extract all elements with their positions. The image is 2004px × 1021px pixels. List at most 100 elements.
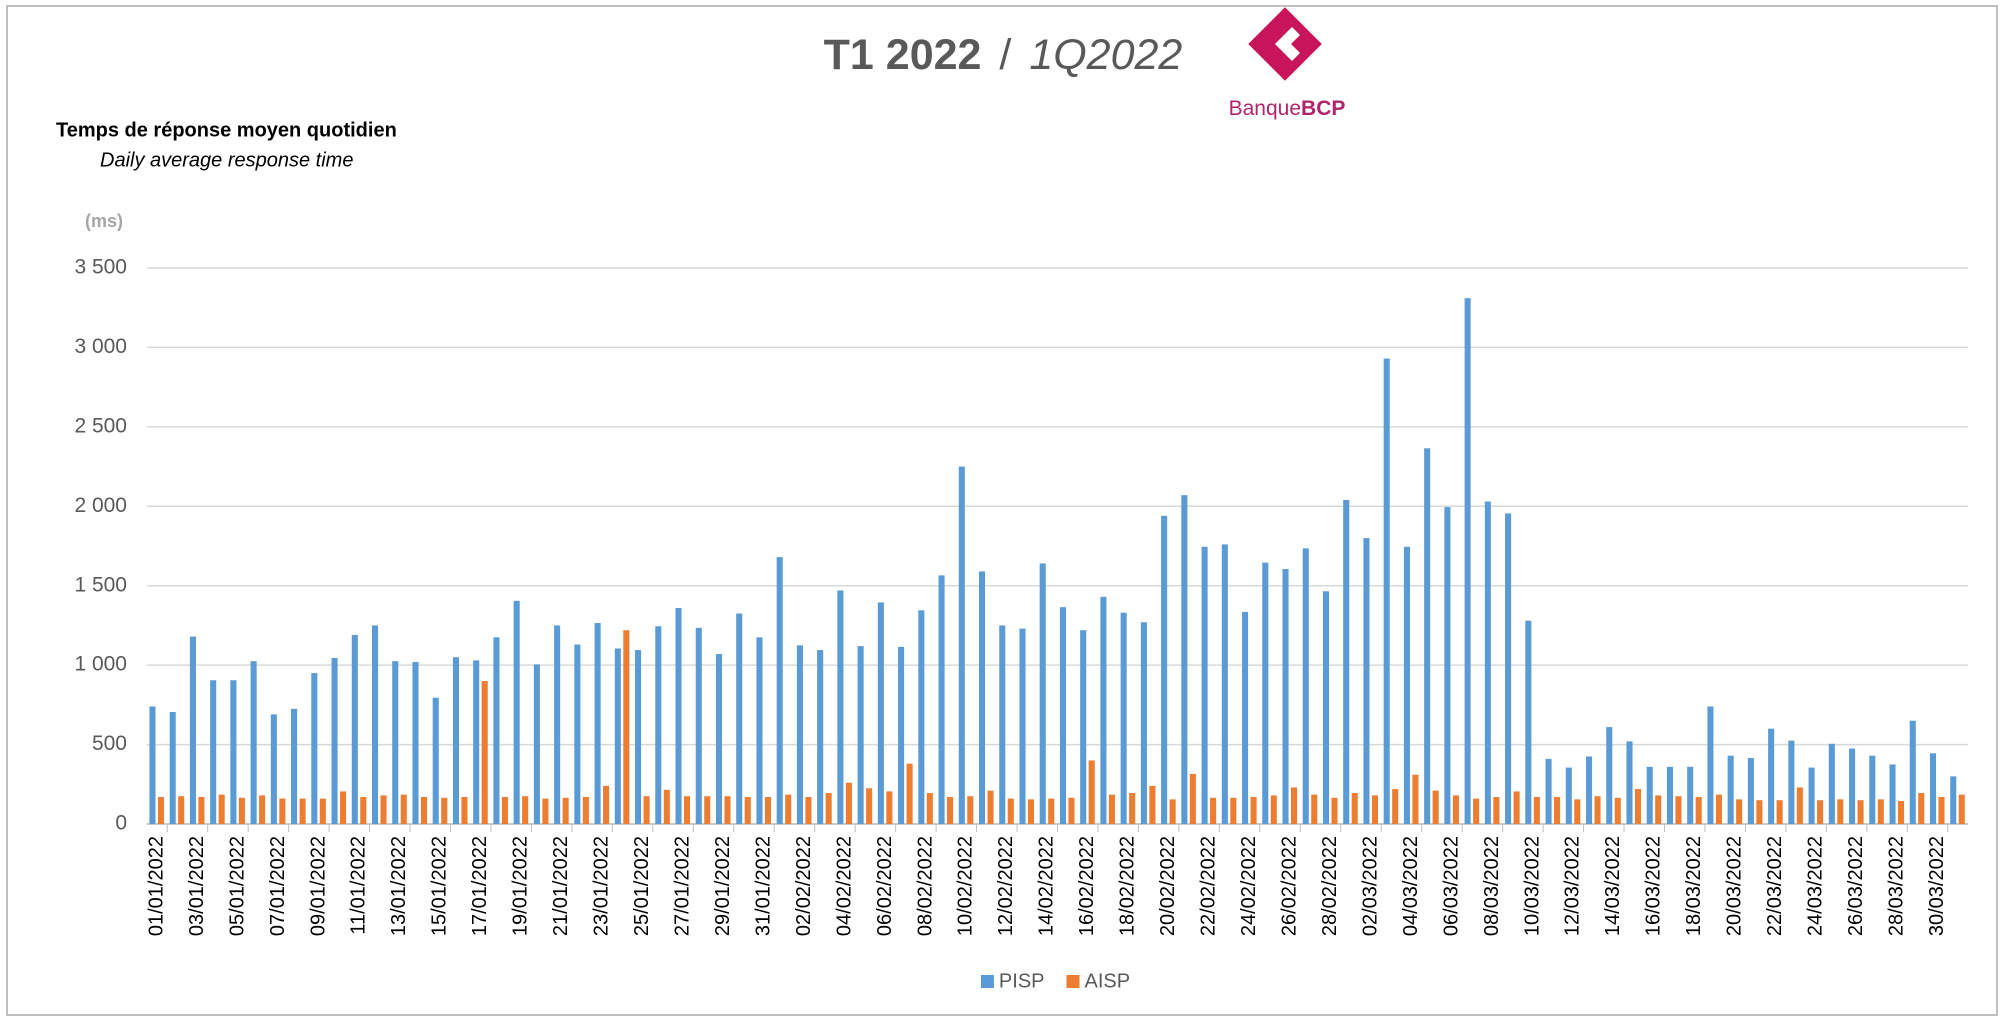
bar [1606, 727, 1613, 824]
bar [1351, 793, 1358, 824]
bar [400, 794, 407, 824]
bar [380, 795, 387, 824]
bar [1444, 507, 1451, 824]
bar [1687, 766, 1694, 824]
bar [756, 637, 763, 824]
bar [169, 712, 176, 824]
bar [1768, 728, 1775, 824]
bar [796, 645, 803, 824]
bar [825, 793, 832, 824]
x-tick-label: 22/02/2022 [1198, 836, 1220, 936]
bar [412, 661, 419, 824]
bar [1614, 797, 1621, 824]
bar [1027, 799, 1035, 824]
x-tick-label: 12/02/2022 [995, 836, 1017, 936]
bar [1877, 799, 1884, 824]
bar [1929, 753, 1937, 824]
bar [149, 706, 156, 824]
x-tick-label: 20/02/2022 [1157, 836, 1179, 936]
bar [845, 782, 852, 824]
bar [886, 791, 893, 824]
bar [614, 648, 621, 824]
bar [1525, 620, 1532, 824]
x-tick-label: 28/02/2022 [1319, 836, 1341, 936]
bar [1889, 764, 1896, 824]
bar [441, 797, 448, 824]
title-fr: T1 2022 [824, 31, 982, 79]
y-tick-label: 0 [115, 812, 127, 835]
bar [1129, 793, 1136, 824]
bar [1331, 797, 1338, 824]
bar [1068, 797, 1075, 824]
x-tick-label: 31/01/2022 [752, 836, 774, 936]
x-tick-label: 18/02/2022 [1117, 836, 1139, 936]
bar [562, 797, 569, 824]
subtitle-en: Daily average response time [100, 149, 353, 171]
y-tick-label: 1 500 [74, 573, 127, 596]
bar [1221, 544, 1228, 824]
x-tick-label: 03/01/2022 [186, 836, 208, 936]
bar [594, 623, 601, 824]
bar [1869, 755, 1876, 824]
bar [319, 798, 326, 824]
bar [1452, 795, 1459, 824]
x-tick-label: 04/03/2022 [1400, 836, 1422, 936]
bar [1412, 774, 1419, 824]
bar [663, 789, 670, 824]
bar [1554, 796, 1561, 824]
bar [764, 796, 771, 824]
bar [157, 796, 164, 824]
bar [1181, 495, 1188, 824]
bar [1695, 796, 1702, 824]
x-tick-label: 28/03/2022 [1885, 836, 1907, 936]
bar [877, 602, 884, 824]
bar [311, 673, 318, 824]
bar [1343, 499, 1350, 824]
bar [1363, 538, 1370, 824]
bar [1189, 773, 1196, 824]
logo-text: BanqueBCP [1229, 97, 1346, 120]
bar [603, 785, 610, 824]
bar [635, 650, 642, 824]
x-tick-label: 24/02/2022 [1238, 836, 1260, 936]
bar [805, 796, 812, 824]
bar [715, 654, 723, 824]
y-tick-label: 2 500 [74, 414, 127, 437]
bar [299, 798, 306, 824]
logo-bank: Banque [1229, 97, 1301, 120]
bar [1230, 797, 1237, 824]
bar [1796, 787, 1803, 824]
bar [675, 607, 682, 824]
bar [1484, 501, 1491, 824]
bar [1666, 766, 1673, 824]
bar [582, 796, 589, 824]
bar [522, 796, 529, 824]
bar [1403, 546, 1410, 824]
bar [724, 796, 731, 824]
x-tick-label: 18/03/2022 [1683, 836, 1705, 936]
bar [683, 796, 691, 824]
bar [1715, 794, 1722, 824]
bar [1857, 800, 1864, 824]
logo: BanqueBCP [1229, 7, 1346, 120]
bar [1545, 758, 1552, 824]
bar [1675, 796, 1682, 824]
bar [1059, 607, 1066, 824]
x-tick-label: 15/01/2022 [429, 836, 451, 936]
x-tick-label: 26/02/2022 [1278, 836, 1300, 936]
bar [392, 661, 399, 824]
bar [1140, 622, 1147, 824]
bar [1909, 720, 1916, 824]
title-sep: / [999, 31, 1011, 79]
bar [1464, 298, 1471, 824]
bar [744, 796, 751, 824]
x-tick-label: 10/03/2022 [1521, 836, 1543, 936]
bar [1828, 743, 1835, 824]
bar [1383, 358, 1390, 824]
bar [371, 625, 379, 824]
x-tick-label: 06/03/2022 [1440, 836, 1462, 936]
bar [1201, 546, 1208, 824]
bar [1149, 785, 1156, 824]
frame [6, 5, 1998, 1016]
